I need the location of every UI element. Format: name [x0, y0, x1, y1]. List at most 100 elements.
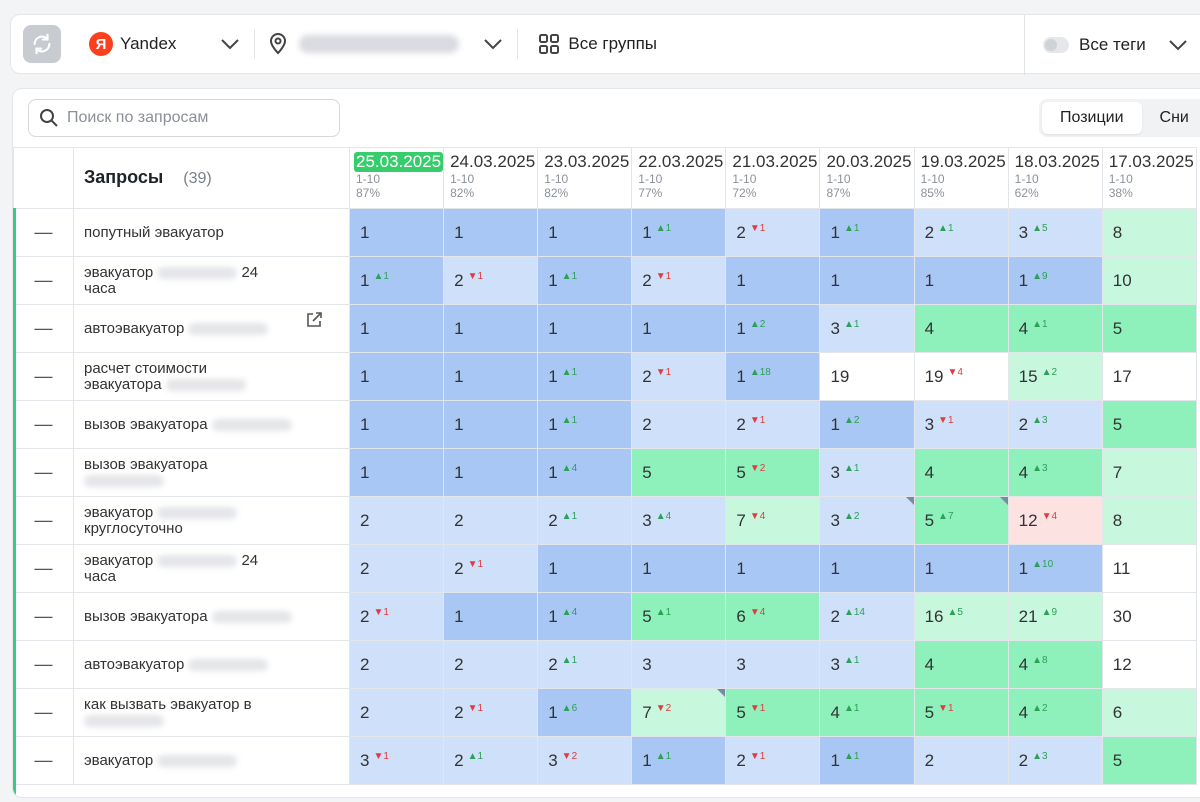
- position-cell[interactable]: 1: [348, 448, 445, 497]
- position-cell[interactable]: 15 ▲2: [1007, 352, 1103, 401]
- position-cell[interactable]: 2: [631, 400, 727, 449]
- position-cell[interactable]: 1: [537, 304, 633, 353]
- tab-positions[interactable]: Позиции: [1042, 102, 1142, 134]
- position-cell[interactable]: 1: [443, 448, 539, 497]
- position-cell[interactable]: 17: [1101, 352, 1197, 401]
- position-cell[interactable]: 1 ▲1: [348, 256, 445, 305]
- date-header-0[interactable]: 25.03.2025 1-10 87%: [348, 147, 445, 209]
- position-cell[interactable]: 19 ▼4: [913, 352, 1009, 401]
- position-cell[interactable]: 3 ▲4: [631, 496, 727, 545]
- position-cell[interactable]: 2: [348, 496, 445, 545]
- position-cell[interactable]: 8: [1101, 208, 1197, 257]
- position-cell[interactable]: 1: [913, 256, 1009, 305]
- table-row[interactable]: — вызов эвакуатора 2 ▼1 1 1 ▲4 5 ▲1 6 ▼4 2 ▲14 16 ▲5 21…: [13, 592, 1197, 641]
- date-header-7[interactable]: 18.03.2025 1-10 62%: [1007, 147, 1103, 209]
- position-cell[interactable]: 2 ▲1: [537, 496, 633, 545]
- queries-header[interactable]: Запросы (39): [73, 147, 350, 209]
- position-cell[interactable]: 1: [913, 544, 1009, 593]
- position-cell[interactable]: 1: [537, 208, 633, 257]
- position-cell[interactable]: 2 ▲14: [819, 592, 915, 641]
- date-header-4[interactable]: 21.03.2025 1-10 72%: [725, 147, 821, 209]
- position-cell[interactable]: 2 ▼1: [725, 208, 821, 257]
- position-cell[interactable]: 7 ▼4: [725, 496, 821, 545]
- row-collapse-toggle[interactable]: —: [13, 496, 74, 545]
- position-cell[interactable]: 5 ▼2: [725, 448, 821, 497]
- date-header-3[interactable]: 22.03.2025 1-10 77%: [631, 147, 727, 209]
- position-cell[interactable]: 16 ▲5: [913, 592, 1009, 641]
- position-cell[interactable]: 3 ▲1: [819, 448, 915, 497]
- position-cell[interactable]: 7: [1101, 448, 1197, 497]
- query-search[interactable]: [28, 99, 340, 137]
- position-cell[interactable]: 2: [348, 544, 445, 593]
- groups-select[interactable]: Все группы: [538, 33, 657, 55]
- tags-toggle[interactable]: [1043, 37, 1069, 53]
- position-cell[interactable]: 2 ▼1: [443, 688, 539, 737]
- position-cell[interactable]: 10: [1101, 256, 1197, 305]
- row-collapse-toggle[interactable]: —: [13, 592, 74, 641]
- position-cell[interactable]: 1: [443, 352, 539, 401]
- row-collapse-toggle[interactable]: —: [13, 544, 74, 593]
- row-collapse-toggle[interactable]: —: [13, 304, 74, 353]
- position-cell[interactable]: 3 ▲1: [819, 304, 915, 353]
- position-cell[interactable]: 4: [913, 448, 1009, 497]
- position-cell[interactable]: 5 ▼1: [913, 688, 1009, 737]
- position-cell[interactable]: 1: [348, 208, 445, 257]
- position-cell[interactable]: 2 ▼1: [443, 544, 539, 593]
- table-row[interactable]: — эвакуатор 24 часа 2 2 ▼1 1 1 1 1 1 1 ▲10 11: [13, 544, 1197, 593]
- position-cell[interactable]: 2 ▲1: [913, 208, 1009, 257]
- table-row[interactable]: — вызов эвакуатора 1 1 1 ▲1 2 2 ▼1 1 ▲2 3 ▼1 2 ▲3 5: [13, 400, 1197, 449]
- row-collapse-toggle[interactable]: —: [13, 400, 74, 449]
- position-cell[interactable]: 5: [1101, 304, 1197, 353]
- position-cell[interactable]: 5: [1101, 400, 1197, 449]
- position-cell[interactable]: 4 ▲2: [1007, 688, 1103, 737]
- position-cell[interactable]: 8: [1101, 496, 1197, 545]
- position-cell[interactable]: 11: [1101, 544, 1197, 593]
- position-cell[interactable]: 4 ▲1: [1007, 304, 1103, 353]
- position-cell[interactable]: 1 ▲4: [537, 592, 633, 641]
- position-cell[interactable]: 4: [913, 304, 1009, 353]
- position-cell[interactable]: 2 ▲1: [537, 640, 633, 689]
- region-select[interactable]: [269, 33, 503, 55]
- row-collapse-toggle[interactable]: —: [13, 688, 74, 737]
- position-cell[interactable]: 4 ▲8: [1007, 640, 1103, 689]
- position-cell[interactable]: 7 ▼2: [631, 688, 727, 737]
- position-cell[interactable]: 1: [443, 304, 539, 353]
- position-cell[interactable]: 3 ▼1: [913, 400, 1009, 449]
- row-collapse-toggle[interactable]: —: [13, 448, 74, 497]
- position-cell[interactable]: 3 ▼2: [537, 736, 633, 785]
- position-cell[interactable]: 4 ▲1: [819, 688, 915, 737]
- row-collapse-toggle[interactable]: —: [13, 256, 74, 305]
- position-cell[interactable]: 3: [725, 640, 821, 689]
- position-cell[interactable]: 2: [443, 496, 539, 545]
- position-cell[interactable]: 30: [1101, 592, 1197, 641]
- position-cell[interactable]: 2 ▼1: [725, 400, 821, 449]
- position-cell[interactable]: 1 ▲1: [537, 352, 633, 401]
- row-collapse-toggle[interactable]: —: [13, 736, 74, 785]
- position-cell[interactable]: 21 ▲9: [1007, 592, 1103, 641]
- position-cell[interactable]: 2 ▲1: [443, 736, 539, 785]
- position-cell[interactable]: 1: [443, 592, 539, 641]
- position-cell[interactable]: 1: [348, 400, 445, 449]
- position-cell[interactable]: 1 ▲10: [1007, 544, 1103, 593]
- position-cell[interactable]: 1: [537, 544, 633, 593]
- tags-select[interactable]: Все теги: [1024, 15, 1188, 75]
- table-row[interactable]: — расчет стоимости эвакуатора 1 1 1 ▲1 2 ▼1 1 ▲18 1…: [13, 352, 1197, 401]
- position-cell[interactable]: 1 ▲1: [819, 208, 915, 257]
- position-cell[interactable]: 5 ▼1: [725, 688, 821, 737]
- position-cell[interactable]: 2: [913, 736, 1009, 785]
- date-header-2[interactable]: 23.03.2025 1-10 82%: [537, 147, 633, 209]
- table-row[interactable]: — попутный эвакуатор 1 1 1 1 ▲1 2 ▼1 1 ▲1 2 ▲1 3 ▲5 8: [13, 208, 1197, 257]
- position-cell[interactable]: 1 ▲1: [537, 400, 633, 449]
- position-cell[interactable]: 1 ▲1: [631, 208, 727, 257]
- position-cell[interactable]: 1: [631, 304, 727, 353]
- position-cell[interactable]: 1: [348, 304, 445, 353]
- row-collapse-toggle[interactable]: —: [13, 352, 74, 401]
- table-row[interactable]: — эвакуатор круглосуточно 2 2 2 ▲1 3 ▲4 7 ▼4 3 ▲2 5 ▲7…: [13, 496, 1197, 545]
- position-cell[interactable]: 2 ▼1: [443, 256, 539, 305]
- position-cell[interactable]: 2 ▼1: [631, 256, 727, 305]
- position-cell[interactable]: 3 ▲1: [819, 640, 915, 689]
- position-cell[interactable]: 3: [631, 640, 727, 689]
- date-header-5[interactable]: 20.03.2025 1-10 87%: [819, 147, 915, 209]
- position-cell[interactable]: 2: [348, 688, 445, 737]
- position-cell[interactable]: 12: [1101, 640, 1197, 689]
